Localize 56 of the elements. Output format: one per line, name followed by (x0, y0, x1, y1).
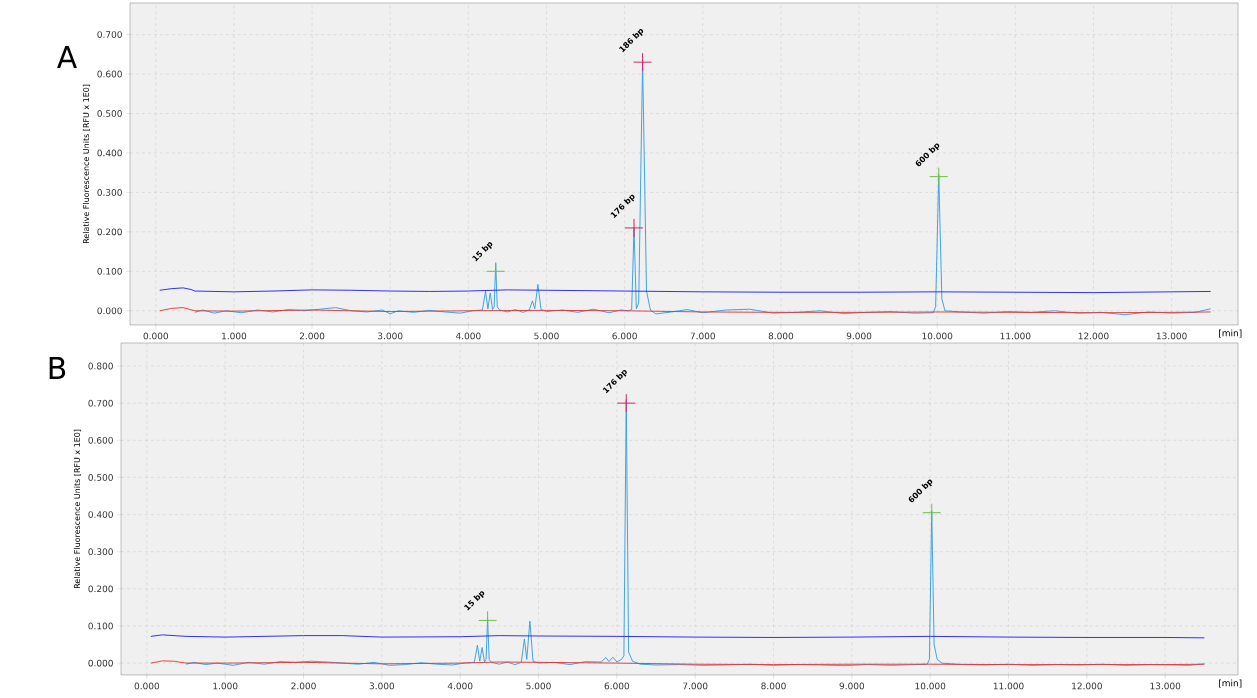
x-axis-title: [min] (1219, 679, 1242, 688)
y-tick-label: 0.300 (97, 189, 122, 196)
y-tick-label: 0.500 (97, 110, 122, 117)
x-tick-label: 11.000 (1000, 332, 1031, 340)
y-tick-label: 0.100 (88, 622, 113, 630)
y-tick-label: 0.200 (97, 228, 122, 236)
x-tick-label: 7.000 (690, 332, 715, 340)
y-tick-label: 0.400 (88, 511, 113, 518)
x-tick-label: 2.000 (299, 332, 325, 340)
x-tick-label: 11.000 (993, 682, 1024, 690)
x-tick-label: 8.000 (768, 332, 794, 340)
x-tick-label: 6.000 (612, 332, 637, 340)
y-tick-label: 0.700 (97, 31, 122, 38)
x-tick-label: 3.000 (378, 332, 403, 340)
x-tick-label: 10.000 (922, 332, 953, 340)
y-tick-label: 0.600 (97, 70, 122, 78)
point (486, 261, 506, 281)
point (922, 503, 942, 523)
x-tick-label: 7.000 (683, 682, 708, 690)
y-tick-label: 0.500 (88, 474, 113, 481)
x-tick-label: 3.000 (369, 682, 395, 690)
x-tick-label: 9.000 (846, 332, 872, 340)
text: B (49, 357, 66, 379)
point (624, 218, 644, 238)
y-tick-label: 0.400 (97, 149, 122, 157)
y-tick-label: 0.200 (88, 585, 113, 593)
y-tick-label: 0.000 (88, 659, 113, 667)
x-tick-label: 5.000 (526, 682, 551, 690)
x-axis-title: [min] (1219, 329, 1242, 338)
x-tick-label: 0.000 (143, 332, 169, 340)
y-tick-label: 0.300 (88, 548, 113, 556)
point (478, 610, 498, 630)
point (616, 393, 636, 413)
x-tick-label: 13.000 (1150, 682, 1181, 690)
x-tick-label: 1.000 (213, 682, 238, 690)
x-tick-label: 4.000 (447, 682, 473, 690)
x-tick-label: 12.000 (1072, 682, 1102, 690)
x-tick-label: 10.000 (915, 682, 946, 690)
x-tick-label: 0.000 (134, 682, 160, 690)
y-tick-label: 0.700 (88, 399, 113, 407)
x-tick-label: 5.000 (534, 332, 559, 340)
y-tick-label: 0.000 (97, 307, 122, 315)
x-tick-label: 4.000 (455, 332, 481, 340)
y-tick-label: 0.600 (88, 436, 113, 444)
point (633, 52, 653, 72)
text: A (57, 46, 77, 68)
x-tick-label: 9.000 (839, 682, 865, 690)
y-tick-label: 0.100 (97, 267, 122, 275)
x-tick-label: 1.000 (222, 332, 247, 340)
x-tick-label: 6.000 (604, 682, 630, 690)
point (929, 167, 949, 187)
x-tick-label: 8.000 (761, 682, 786, 690)
x-tick-label: 13.000 (1156, 332, 1187, 340)
x-tick-label: 2.000 (291, 682, 316, 690)
x-tick-label: 12.000 (1078, 332, 1109, 340)
y-tick-label: 0.800 (88, 362, 113, 370)
